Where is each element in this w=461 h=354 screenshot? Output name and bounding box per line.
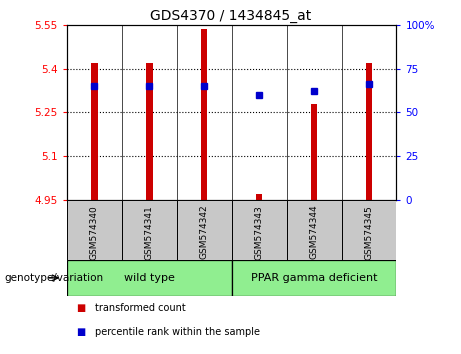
Bar <box>122 200 177 260</box>
Text: ■: ■ <box>76 303 85 313</box>
Bar <box>256 194 262 200</box>
Text: GSM574343: GSM574343 <box>254 205 264 259</box>
Text: GSM574340: GSM574340 <box>90 205 99 259</box>
Bar <box>67 260 231 296</box>
Text: PPAR gamma deficient: PPAR gamma deficient <box>251 273 377 283</box>
Text: GDS4370 / 1434845_at: GDS4370 / 1434845_at <box>150 9 311 23</box>
Text: transformed count: transformed count <box>95 303 185 313</box>
Text: GSM574344: GSM574344 <box>309 205 319 259</box>
Bar <box>287 200 342 260</box>
Bar <box>91 63 98 200</box>
Bar <box>146 63 153 200</box>
Text: ■: ■ <box>76 327 85 337</box>
Text: wild type: wild type <box>124 273 175 283</box>
Text: GSM574345: GSM574345 <box>365 205 373 259</box>
Bar <box>67 200 122 260</box>
Bar <box>177 200 231 260</box>
Bar <box>231 260 396 296</box>
Text: GSM574342: GSM574342 <box>200 205 209 259</box>
Text: genotype/variation: genotype/variation <box>5 273 104 283</box>
Bar <box>231 200 287 260</box>
Text: GSM574341: GSM574341 <box>145 205 154 259</box>
Bar <box>311 104 317 200</box>
Bar <box>366 63 372 200</box>
Bar <box>201 29 207 200</box>
Text: percentile rank within the sample: percentile rank within the sample <box>95 327 260 337</box>
Bar <box>342 200 396 260</box>
